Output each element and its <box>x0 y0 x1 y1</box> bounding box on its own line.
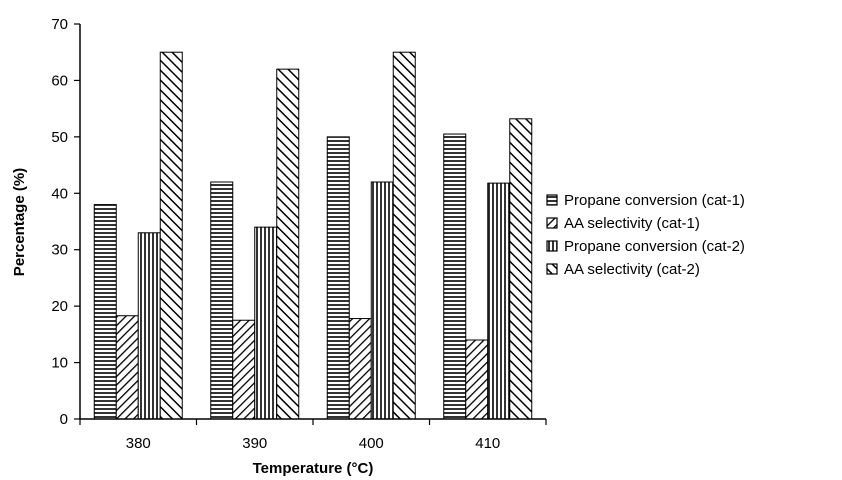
bar <box>370 181 394 420</box>
bar <box>232 319 256 420</box>
bar <box>159 51 183 420</box>
bar <box>443 133 467 420</box>
bar <box>210 181 234 420</box>
bar <box>487 182 511 420</box>
y-axis-ticks: 0 10 20 30 40 50 60 70 <box>51 16 80 428</box>
bar <box>465 339 489 420</box>
y-tick-label: 60 <box>51 72 68 89</box>
bar <box>93 204 117 420</box>
y-tick-label: 0 <box>60 411 68 428</box>
legend-swatch <box>546 240 558 252</box>
bar <box>348 318 372 420</box>
legend-label: AA selectivity (cat-2) <box>564 261 700 278</box>
y-tick-label: 50 <box>51 129 68 146</box>
y-tick-label: 20 <box>51 298 68 315</box>
y-tick-label: 40 <box>51 185 68 202</box>
x-axis-ticks: 380 390 400 410 <box>79 419 547 452</box>
legend-swatch <box>546 263 558 275</box>
legend-label: Propane conversion (cat-1) <box>564 192 745 209</box>
bar <box>392 51 416 420</box>
x-tick-label: 410 <box>475 435 500 452</box>
legend-label: Propane conversion (cat-2) <box>564 238 745 255</box>
bar <box>509 118 533 420</box>
bar <box>276 68 300 420</box>
bar <box>115 315 139 420</box>
x-tick-label: 380 <box>126 435 151 452</box>
legend: Propane conversion (cat-1) AA selectivity… <box>546 192 745 278</box>
legend-swatch <box>546 194 558 206</box>
bar <box>254 226 278 420</box>
legend-swatch <box>546 217 558 229</box>
x-axis-title: Temperature (°C) <box>253 460 374 477</box>
x-tick-label: 400 <box>359 435 384 452</box>
x-tick-label: 390 <box>242 435 267 452</box>
y-tick-label: 30 <box>51 242 68 259</box>
bars-group <box>93 51 533 420</box>
y-tick-label: 10 <box>51 355 68 372</box>
bar <box>326 136 350 420</box>
y-tick-label: 70 <box>51 16 68 33</box>
y-axis-title: Percentage (%) <box>11 168 28 276</box>
legend-label: AA selectivity (cat-1) <box>564 215 700 232</box>
bar <box>137 232 161 420</box>
